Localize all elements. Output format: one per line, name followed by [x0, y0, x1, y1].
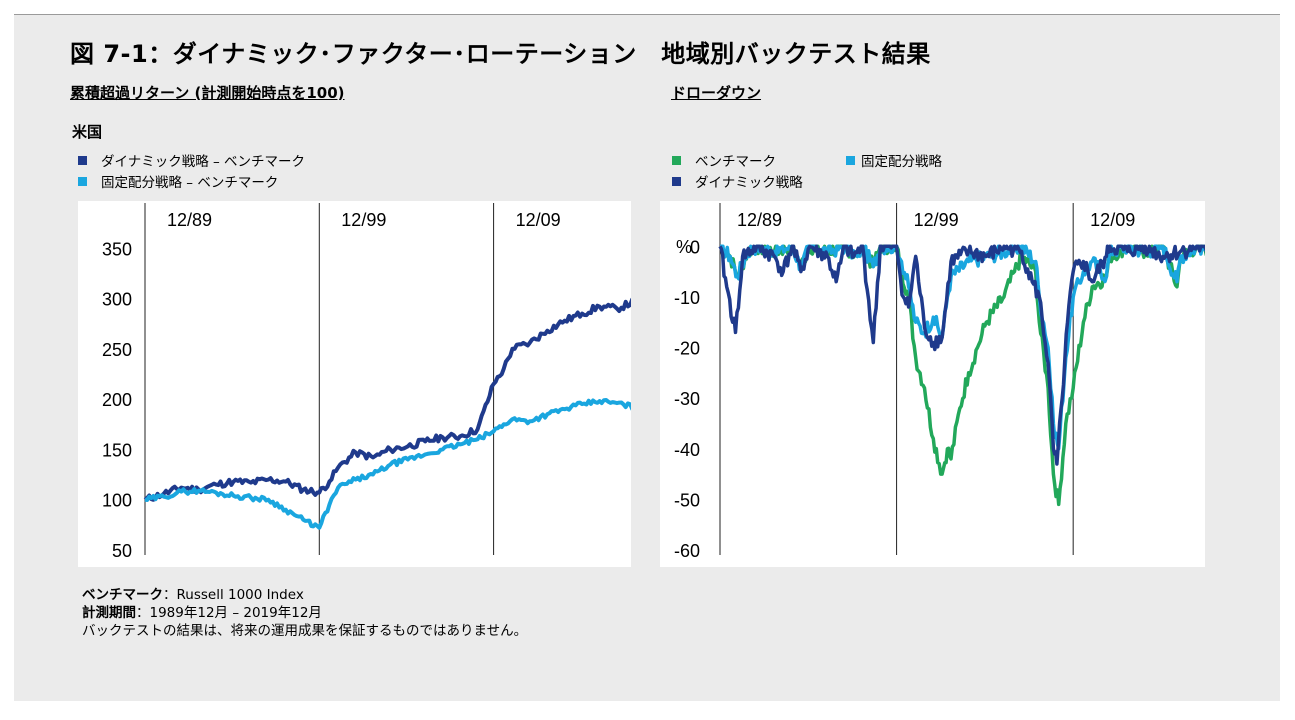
footnote-disclaimer: バックテストの結果は、将来の運用成果を保証するものではありません。 — [82, 623, 528, 639]
decade-marker-label: 12/89 — [737, 210, 782, 230]
legend-item-dynamic-minus-benchmark: ダイナミック戦略 – ベンチマーク — [78, 150, 305, 170]
decade-marker-label: 12/99 — [914, 210, 959, 230]
legend-item-benchmark: ベンチマーク — [672, 150, 776, 170]
y-tick-label: -20 — [674, 339, 700, 359]
footnote-benchmark: ベンチマーク：Russell 1000 Index — [82, 586, 527, 604]
y-axis-unit-label: % — [676, 237, 692, 257]
right-chart-subtitle: ドローダウン — [671, 84, 762, 102]
series-line — [718, 244, 1252, 507]
footnote-benchmark-label: ベンチマーク — [82, 587, 163, 603]
y-tick-label: -60 — [674, 541, 700, 561]
y-tick-label: 350 — [102, 239, 132, 259]
legend-swatch — [672, 155, 681, 165]
legend-swatch — [78, 176, 87, 186]
cumulative-return-chart: 12/89 12/99 12/09 50 100 150 200 250 300 350 — [102, 203, 670, 561]
legend-label: ベンチマーク — [695, 154, 776, 170]
footnote-period-label: 計測期間 — [82, 605, 136, 621]
y-tick-label: 0 — [690, 237, 700, 257]
top-rule — [14, 14, 1280, 15]
decade-marker-label: 12/09 — [516, 210, 561, 230]
legend-swatch — [672, 176, 681, 186]
decade-marker-label: 12/89 — [167, 210, 212, 230]
drawdown-chart-panel: 12/89 12/99 12/09 0 -10 -20 -30 -40 -50 -60% — [660, 201, 1252, 567]
footnotes: ベンチマーク：Russell 1000 Index 計測期間：1989年12月 … — [82, 586, 527, 640]
footnote-period: 計測期間：1989年12月 – 2019年12月 — [82, 604, 527, 622]
decade-marker-label: 12/99 — [341, 210, 386, 230]
legend-item-fixed-minus-benchmark: 固定配分戦略 – ベンチマーク — [78, 171, 278, 191]
cumulative-return-chart-panel: 12/89 12/99 12/09 50 100 150 200 250 300 350 — [78, 201, 670, 567]
legend-swatch — [78, 155, 87, 165]
series-line — [719, 244, 1251, 451]
y-tick-label: -30 — [674, 389, 700, 409]
legend-label: 固定配分戦略 — [861, 154, 942, 170]
y-tick-label: -10 — [674, 288, 700, 308]
footnote-benchmark-value: ：Russell 1000 Index — [163, 587, 304, 603]
y-tick-label: 100 — [102, 491, 132, 511]
legend-label: ダイナミック戦略 — [695, 175, 803, 191]
legend-item-dynamic: ダイナミック戦略 — [672, 171, 803, 191]
y-tick-label: 50 — [112, 541, 132, 561]
series-line — [144, 398, 670, 530]
legend-label: ダイナミック戦略 – ベンチマーク — [101, 154, 306, 170]
y-tick-label: 300 — [102, 290, 132, 310]
series-line — [718, 244, 1252, 466]
drawdown-chart: 12/89 12/99 12/09 0 -10 -20 -30 -40 -50 -60% — [674, 203, 1252, 561]
y-tick-label: 250 — [102, 340, 132, 360]
figure-title: 図 7-1：ダイナミック･ファクター･ローテーション 地域別バックテスト結果 — [70, 40, 931, 68]
legend-label: 固定配分戦略 – ベンチマーク — [101, 175, 279, 191]
legend-item-fixed: 固定配分戦略 — [846, 150, 942, 170]
footnote-period-value: ：1989年12月 – 2019年12月 — [136, 605, 322, 621]
left-chart-subtitle: 累積超過リターン (計測開始時点を100) — [70, 84, 345, 102]
y-tick-label: -50 — [674, 490, 700, 510]
decade-marker-label: 12/09 — [1090, 210, 1135, 230]
y-tick-label: 200 — [102, 390, 132, 410]
region-label: 米国 — [72, 123, 103, 141]
y-tick-label: 150 — [102, 440, 132, 460]
legend-swatch — [846, 155, 855, 165]
series-line — [143, 277, 670, 502]
y-tick-label: -40 — [674, 440, 700, 460]
